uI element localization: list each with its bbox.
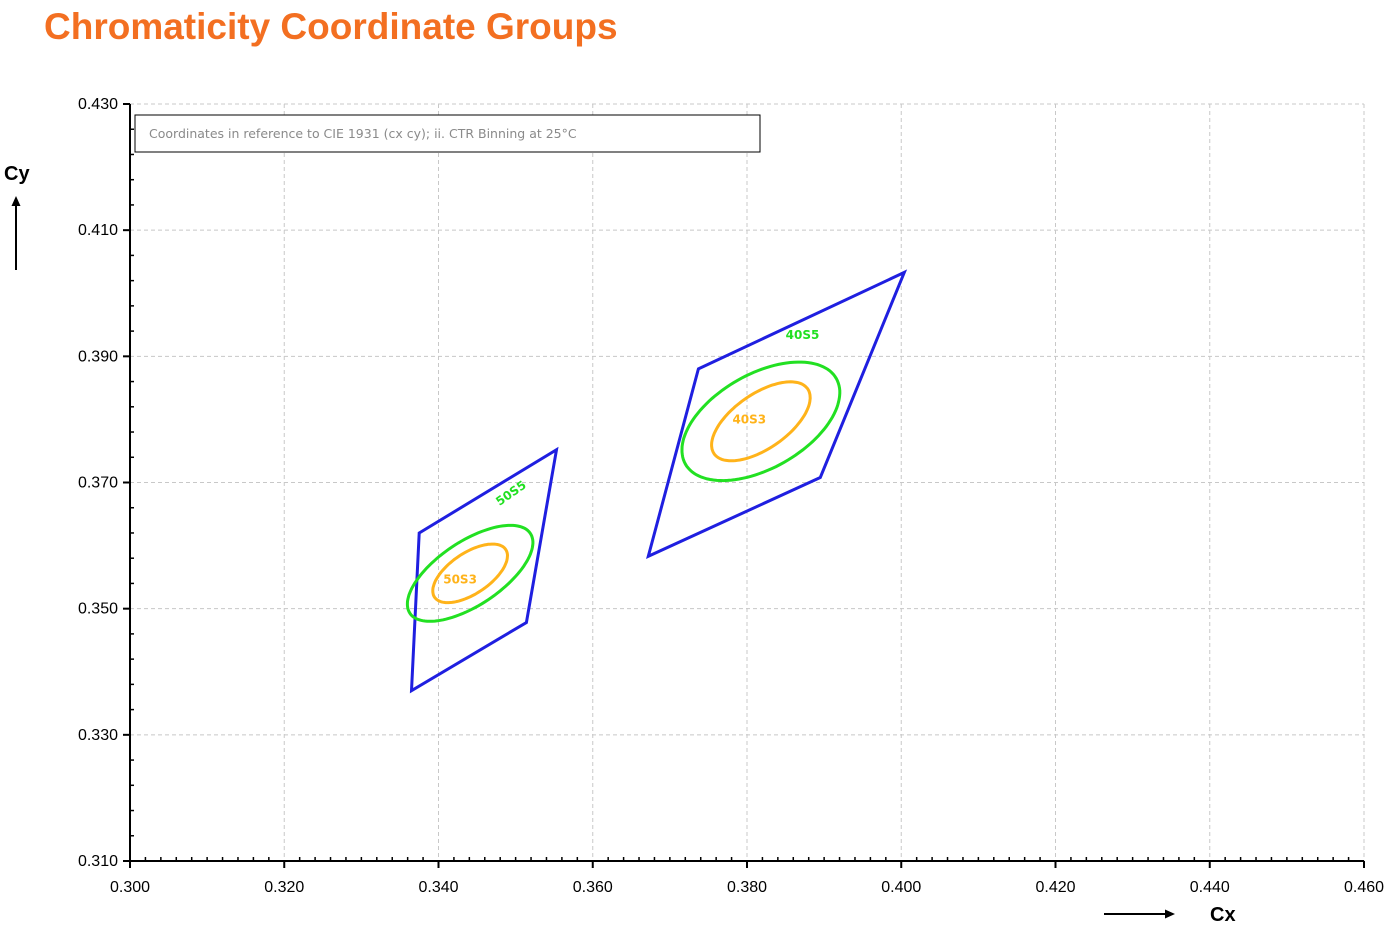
grid-lines bbox=[130, 103, 1365, 861]
y-tick-label: 0.430 bbox=[78, 96, 118, 113]
bin-ellipse-40s3 bbox=[710, 380, 812, 463]
y-tick-label: 0.390 bbox=[78, 348, 118, 365]
y-tick-label: 0.410 bbox=[78, 222, 118, 239]
x-tick-label: 0.360 bbox=[573, 879, 613, 896]
bin-quadrangle bbox=[409, 446, 559, 694]
x-tick-label: 0.420 bbox=[1035, 879, 1075, 896]
x-tick-label: 0.340 bbox=[418, 879, 458, 896]
bin-label-40s3: 40S3 bbox=[732, 412, 766, 426]
x-tick-label: 0.300 bbox=[110, 879, 150, 896]
y-tick-label: 0.330 bbox=[78, 727, 118, 744]
note-box bbox=[134, 114, 761, 153]
bin-label-50s3: 50S3 bbox=[443, 573, 477, 587]
x-axis-arrow-icon bbox=[1104, 909, 1175, 919]
bin-ellipse-50s5 bbox=[405, 523, 535, 623]
bin-quadrangle bbox=[646, 269, 908, 559]
note-text: Coordinates in reference to CIE 1931 (cx… bbox=[149, 126, 577, 141]
y-axis-label: Cy bbox=[4, 163, 30, 185]
y-tick-label: 0.370 bbox=[78, 475, 118, 492]
y-tick-label: 0.310 bbox=[78, 853, 118, 870]
x-tick-label: 0.400 bbox=[881, 879, 921, 896]
bin-label-40s5: 40S5 bbox=[786, 328, 820, 342]
y-tick-label: 0.350 bbox=[78, 601, 118, 618]
bin-shapes bbox=[405, 269, 908, 694]
bin-ellipse-50s3 bbox=[431, 542, 510, 605]
x-tick-label: 0.460 bbox=[1344, 879, 1384, 896]
page-title: Chromaticity Coordinate Groups bbox=[44, 6, 618, 47]
x-tick-label: 0.380 bbox=[727, 879, 767, 896]
bin-ellipse-40s5 bbox=[680, 360, 842, 483]
x-axis-label: Cx bbox=[1210, 904, 1236, 926]
tick-labels: 0.300 0.320 0.340 0.360 0.380 0.400 0.420 0.440… bbox=[78, 96, 1384, 896]
y-axis-arrow-icon bbox=[11, 196, 21, 270]
ticks bbox=[123, 103, 1365, 868]
x-tick-label: 0.320 bbox=[264, 879, 304, 896]
x-tick-label: 0.440 bbox=[1190, 879, 1230, 896]
